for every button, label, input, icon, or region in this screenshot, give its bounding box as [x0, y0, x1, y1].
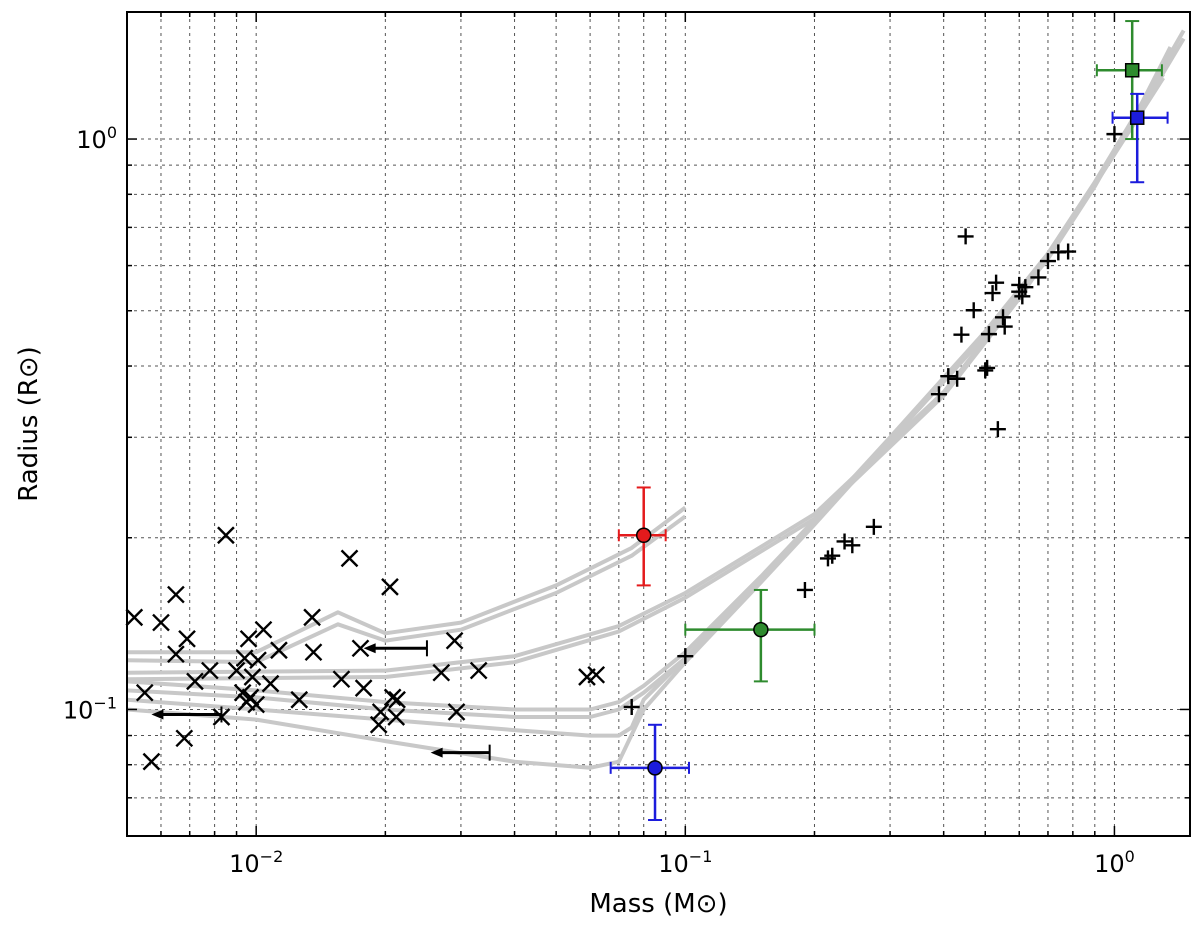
- x-axis-label: Mass (M⊙): [589, 889, 727, 919]
- y-tick-label: 10−1: [63, 693, 117, 724]
- x-marker: [445, 631, 464, 650]
- x-marker: [270, 641, 288, 660]
- x-marker: [217, 526, 235, 545]
- plus-marker: [677, 648, 694, 665]
- model-upper-low-mass-b: [126, 514, 687, 665]
- plus-marker: [979, 359, 996, 376]
- x-marker: [340, 549, 359, 568]
- model-upper-mid: [126, 72, 1165, 675]
- plus-marker: [1017, 279, 1034, 296]
- green-square: [1124, 63, 1140, 78]
- x-marker: [167, 585, 185, 604]
- upper-limit-arrowhead: [151, 709, 164, 720]
- plus-marker: [836, 533, 853, 550]
- y-tick-label: 100: [76, 123, 117, 154]
- model-upper-mid-b: [126, 76, 1165, 682]
- axis-ticks: [126, 12, 1190, 837]
- x-marker: [152, 613, 170, 632]
- green-circle: [753, 621, 769, 638]
- x-marker: [125, 608, 144, 627]
- x-marker: [469, 661, 488, 680]
- x-marker: [178, 629, 196, 648]
- plus-marker: [819, 550, 836, 567]
- x-marker: [354, 679, 373, 697]
- plus-marker: [977, 362, 994, 379]
- model-bd-mid-b: [126, 37, 1186, 719]
- red-circle: [635, 527, 652, 544]
- x-marker: [261, 674, 280, 693]
- x-marker: [387, 708, 406, 726]
- x-marker: [587, 665, 606, 684]
- x-marker: [186, 672, 204, 691]
- plus-marker: [623, 698, 640, 715]
- x-marker: [290, 690, 309, 709]
- plus-marker: [940, 368, 957, 385]
- x-tick-label: 10−1: [658, 847, 712, 878]
- model-bd-low: [126, 46, 1173, 738]
- plus-marker: [984, 285, 1001, 302]
- x-marker: [383, 688, 402, 707]
- upper-limit-arrowhead: [363, 643, 376, 654]
- plus-marker: [1060, 243, 1077, 260]
- x-marker: [135, 683, 154, 702]
- x-marker: [247, 695, 266, 714]
- x-marker: [142, 752, 161, 771]
- plus-marker: [957, 228, 974, 245]
- plus-marker: [844, 537, 861, 554]
- plus-marker: [930, 386, 947, 403]
- x-marker: [303, 608, 321, 627]
- x-marker: [388, 690, 406, 709]
- x-tick-label: 100: [1094, 847, 1135, 878]
- plus-marker: [949, 370, 966, 387]
- data-markers: [125, 20, 1169, 822]
- plus-marker: [824, 547, 841, 564]
- plus-marker: [953, 326, 970, 343]
- x-tick-label: 10−2: [229, 847, 283, 878]
- plus-marker: [1106, 126, 1123, 143]
- x-marker: [175, 729, 194, 748]
- x-marker: [239, 629, 258, 648]
- x-marker: [381, 578, 399, 596]
- y-axis-label: Radius (R⊙): [14, 346, 44, 502]
- x-marker: [254, 620, 273, 639]
- plus-marker: [995, 309, 1012, 326]
- plus-marker: [865, 518, 882, 535]
- x-marker: [201, 661, 219, 680]
- plus-marker: [1030, 269, 1047, 286]
- x-marker: [351, 639, 370, 658]
- plus-marker: [989, 421, 1006, 438]
- grid-lines: [126, 12, 1190, 837]
- plus-marker: [1014, 288, 1031, 305]
- plus-marker: [996, 318, 1013, 335]
- upper-limit-arrowhead: [430, 747, 443, 758]
- x-marker: [332, 670, 351, 689]
- blue-square: [1129, 110, 1145, 125]
- plot-frame: [126, 11, 1191, 837]
- plus-marker: [965, 302, 982, 319]
- x-marker: [243, 668, 262, 686]
- x-marker: [167, 645, 185, 664]
- tick-labels: 10−2 10−1 100 10−1 100: [63, 123, 1135, 878]
- x-marker: [447, 703, 466, 721]
- x-marker: [432, 663, 451, 682]
- plus-marker: [980, 326, 997, 343]
- x-marker: [249, 651, 267, 670]
- blue-circle: [647, 760, 663, 776]
- plus-marker: [988, 274, 1005, 291]
- plus-marker: [796, 581, 813, 598]
- x-marker: [371, 703, 390, 721]
- x-marker: [304, 643, 323, 662]
- x-marker: [227, 661, 246, 680]
- model-upper-low-mass: [127, 505, 687, 655]
- plus-marker: [1039, 253, 1056, 270]
